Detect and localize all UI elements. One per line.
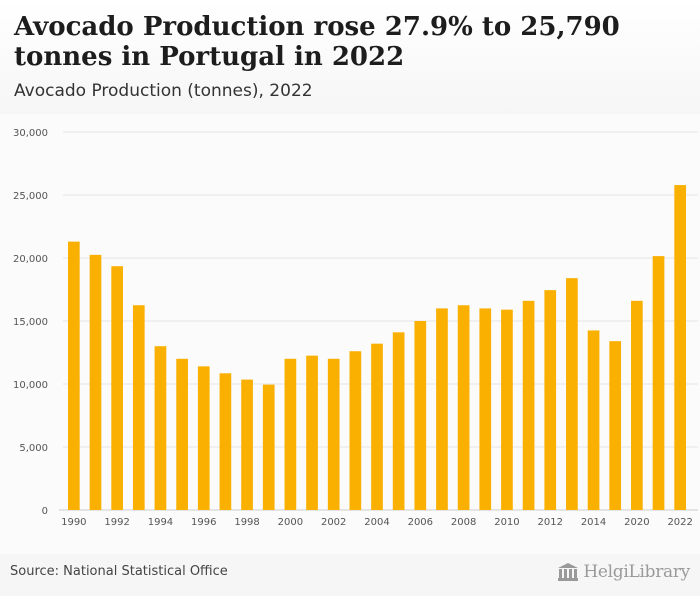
bar <box>587 330 600 510</box>
bar <box>284 358 297 510</box>
chart-title: Avocado Production rose 27.9% to 25,790 … <box>14 12 620 72</box>
bar <box>306 355 318 510</box>
bar <box>392 332 405 510</box>
bar <box>414 321 427 510</box>
x-tick-label: 1998 <box>234 517 259 528</box>
bar <box>501 309 513 510</box>
bar <box>609 341 622 510</box>
x-tick-label: 2010 <box>494 517 519 528</box>
bar <box>371 343 383 510</box>
bar <box>154 346 167 510</box>
bar <box>522 300 535 510</box>
bar <box>327 358 340 510</box>
bar <box>436 308 448 510</box>
bar <box>349 351 362 510</box>
x-tick-label: 2006 <box>408 517 433 528</box>
x-tick-label: 2022 <box>667 517 692 528</box>
chart-footer <box>0 554 700 596</box>
y-tick-label: 0 <box>42 506 48 517</box>
chart-subtitle: Avocado Production (tonnes), 2022 <box>14 81 313 101</box>
brand-logo[interactable]: HelgiLibrary <box>557 560 690 584</box>
x-tick-label: 1990 <box>61 517 86 528</box>
y-tick-label: 30,000 <box>13 128 48 139</box>
bar <box>132 305 145 510</box>
bar-chart: 0 5,000 10,000 15,000 20,000 25,000 30,000 1990… <box>13 128 698 528</box>
y-tick-label: 5,000 <box>19 443 48 454</box>
bar <box>631 300 643 510</box>
bar <box>674 185 687 510</box>
library-columns-icon <box>558 563 579 581</box>
bar <box>479 308 492 510</box>
x-tick-label: 2014 <box>581 517 606 528</box>
bar <box>111 266 123 510</box>
chart-header: Avocado Production rose 27.9% to 25,790 … <box>0 0 700 114</box>
y-tick-label: 10,000 <box>13 380 48 391</box>
bar <box>544 290 557 510</box>
source-note: Source: National Statistical Office <box>10 564 228 579</box>
bar <box>89 254 102 510</box>
x-tick-label: 2004 <box>364 517 389 528</box>
brand-logo-text: HelgiLibrary <box>583 562 690 582</box>
x-tick-label: 1994 <box>148 517 173 528</box>
bar <box>197 366 210 510</box>
x-tick-label: 2020 <box>624 517 649 528</box>
y-tick-label: 20,000 <box>13 254 48 265</box>
x-tick-label: 1996 <box>191 517 216 528</box>
bar <box>176 358 188 510</box>
x-tick-label: 2000 <box>278 517 303 528</box>
x-tick-label: 2002 <box>321 517 346 528</box>
y-tick-label: 25,000 <box>13 191 48 202</box>
x-tick-label: 2012 <box>538 517 563 528</box>
bar <box>566 278 578 510</box>
plot-area: 0 5,000 10,000 15,000 20,000 25,000 30,000 1990… <box>0 114 700 554</box>
bar <box>652 256 665 510</box>
bar <box>457 305 470 510</box>
x-tick-label: 2008 <box>451 517 476 528</box>
bar <box>241 379 253 510</box>
bar <box>67 241 80 510</box>
bar <box>219 373 232 510</box>
bar <box>262 384 275 510</box>
x-tick-label: 1992 <box>104 517 129 528</box>
y-tick-label: 15,000 <box>13 317 48 328</box>
